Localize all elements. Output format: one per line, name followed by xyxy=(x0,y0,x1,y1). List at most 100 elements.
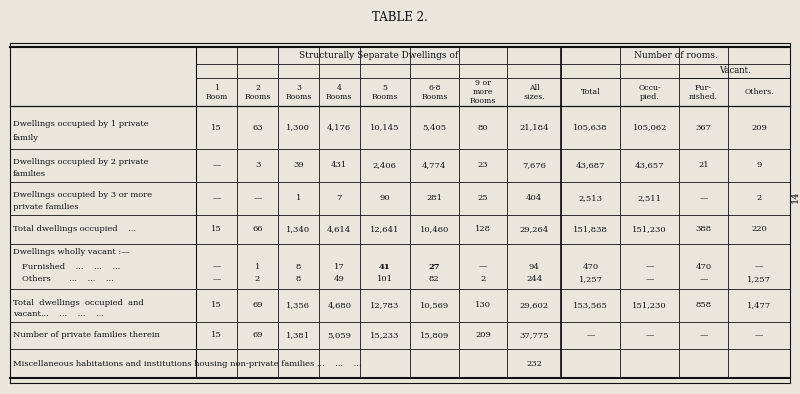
Text: 4,176: 4,176 xyxy=(327,124,351,132)
Text: 858: 858 xyxy=(695,301,712,309)
Text: 470: 470 xyxy=(695,262,712,271)
Text: 4,614: 4,614 xyxy=(327,225,351,233)
Text: —: — xyxy=(699,275,708,283)
Text: Others.: Others. xyxy=(744,88,774,96)
Text: —: — xyxy=(755,331,763,339)
Text: 2,513: 2,513 xyxy=(578,194,602,202)
Text: 1: 1 xyxy=(255,262,260,271)
Text: Total dwellings occupied    ...: Total dwellings occupied ... xyxy=(13,225,136,233)
Text: 1,477: 1,477 xyxy=(747,301,771,309)
Text: 15,809: 15,809 xyxy=(420,331,449,339)
Text: Dwellings occupied by 2 private: Dwellings occupied by 2 private xyxy=(13,158,148,167)
Text: 1,381: 1,381 xyxy=(286,331,310,339)
Text: 15: 15 xyxy=(211,225,222,233)
Text: 1,356: 1,356 xyxy=(286,301,310,309)
Text: 3: 3 xyxy=(255,161,260,169)
Text: 105,638: 105,638 xyxy=(574,124,608,132)
Text: 27: 27 xyxy=(429,262,440,271)
Text: 5,059: 5,059 xyxy=(327,331,351,339)
Text: 2: 2 xyxy=(757,194,762,202)
Text: 4
Rooms: 4 Rooms xyxy=(326,84,352,101)
Text: Dwellings occupied by 3 or more: Dwellings occupied by 3 or more xyxy=(13,191,152,199)
Text: 128: 128 xyxy=(475,225,491,233)
Text: 8: 8 xyxy=(296,262,301,271)
Text: 1
Room: 1 Room xyxy=(206,84,228,101)
Text: All
sizes.: All sizes. xyxy=(523,84,545,101)
Text: families: families xyxy=(13,169,46,178)
Text: 12,641: 12,641 xyxy=(370,225,399,233)
Text: 2: 2 xyxy=(255,275,260,283)
Text: Others       ...    ...    ...: Others ... ... ... xyxy=(22,275,114,283)
Text: 8: 8 xyxy=(296,275,301,283)
Text: Total: Total xyxy=(581,88,601,96)
Text: 7,676: 7,676 xyxy=(522,161,546,169)
Text: Dwellings wholly vacant :—: Dwellings wholly vacant :— xyxy=(13,248,130,256)
Text: —: — xyxy=(213,161,221,169)
Text: Dwellings occupied by 1 private: Dwellings occupied by 1 private xyxy=(13,120,149,128)
Text: 41: 41 xyxy=(379,262,390,271)
Text: 153,565: 153,565 xyxy=(574,301,608,309)
Text: Occu-
pied.: Occu- pied. xyxy=(638,84,661,101)
Text: 43,657: 43,657 xyxy=(635,161,665,169)
Text: —: — xyxy=(646,262,654,271)
Text: 281: 281 xyxy=(426,194,442,202)
Text: 10,145: 10,145 xyxy=(370,124,399,132)
Text: 37,775: 37,775 xyxy=(519,331,549,339)
Text: private families: private families xyxy=(13,203,78,210)
Text: 66: 66 xyxy=(252,225,263,233)
Text: 1,257: 1,257 xyxy=(578,275,602,283)
Text: 29,264: 29,264 xyxy=(519,225,549,233)
Text: —: — xyxy=(646,331,654,339)
Text: 1: 1 xyxy=(296,194,301,202)
Text: 94: 94 xyxy=(529,262,540,271)
Text: —: — xyxy=(755,262,763,271)
Text: —: — xyxy=(213,275,221,283)
Text: 105,062: 105,062 xyxy=(633,124,667,132)
Text: —: — xyxy=(699,331,708,339)
Text: Miscellaneous habitations and institutions housing non-private families ...    .: Miscellaneous habitations and institutio… xyxy=(13,360,362,368)
Text: 232: 232 xyxy=(526,360,542,368)
Text: 14: 14 xyxy=(790,191,800,203)
Text: 1,340: 1,340 xyxy=(286,225,310,233)
Text: 43,687: 43,687 xyxy=(576,161,606,169)
Text: 69: 69 xyxy=(252,301,263,309)
Text: 244: 244 xyxy=(526,275,542,283)
Text: 10,460: 10,460 xyxy=(420,225,449,233)
Text: 209: 209 xyxy=(751,124,767,132)
Text: 151,838: 151,838 xyxy=(574,225,608,233)
Text: 82: 82 xyxy=(429,275,440,283)
Text: family: family xyxy=(13,134,38,142)
Text: 29,602: 29,602 xyxy=(520,301,549,309)
Text: —: — xyxy=(213,262,221,271)
Text: 25: 25 xyxy=(478,194,488,202)
Text: 1,300: 1,300 xyxy=(286,124,310,132)
Text: 2: 2 xyxy=(480,275,486,283)
Text: 49: 49 xyxy=(334,275,345,283)
Text: —: — xyxy=(699,194,708,202)
Text: 9 or
more
Rooms: 9 or more Rooms xyxy=(470,79,496,106)
Text: 2
Rooms: 2 Rooms xyxy=(244,84,270,101)
Text: 63: 63 xyxy=(252,124,263,132)
Text: 80: 80 xyxy=(478,124,488,132)
Text: 151,230: 151,230 xyxy=(632,225,667,233)
Text: —: — xyxy=(254,194,262,202)
Text: 21: 21 xyxy=(698,161,709,169)
Text: 12,783: 12,783 xyxy=(370,301,399,309)
Text: 17: 17 xyxy=(334,262,345,271)
Text: Fur-
nished.: Fur- nished. xyxy=(689,84,718,101)
Text: 2,511: 2,511 xyxy=(638,194,662,202)
Text: Total  dwellings  occupied  and: Total dwellings occupied and xyxy=(13,299,143,307)
Text: 2,406: 2,406 xyxy=(373,161,397,169)
Text: —: — xyxy=(478,262,487,271)
Text: Number of rooms.: Number of rooms. xyxy=(634,51,718,60)
Text: 6-8
Rooms: 6-8 Rooms xyxy=(421,84,447,101)
Text: 10,569: 10,569 xyxy=(420,301,449,309)
Text: 388: 388 xyxy=(695,225,712,233)
Text: 15,233: 15,233 xyxy=(370,331,399,339)
Text: 21,184: 21,184 xyxy=(519,124,549,132)
Text: Vacant.: Vacant. xyxy=(719,67,750,75)
Text: 90: 90 xyxy=(379,194,390,202)
Text: 3
Rooms: 3 Rooms xyxy=(285,84,311,101)
Text: 4,774: 4,774 xyxy=(422,161,446,169)
Text: 101: 101 xyxy=(377,275,393,283)
